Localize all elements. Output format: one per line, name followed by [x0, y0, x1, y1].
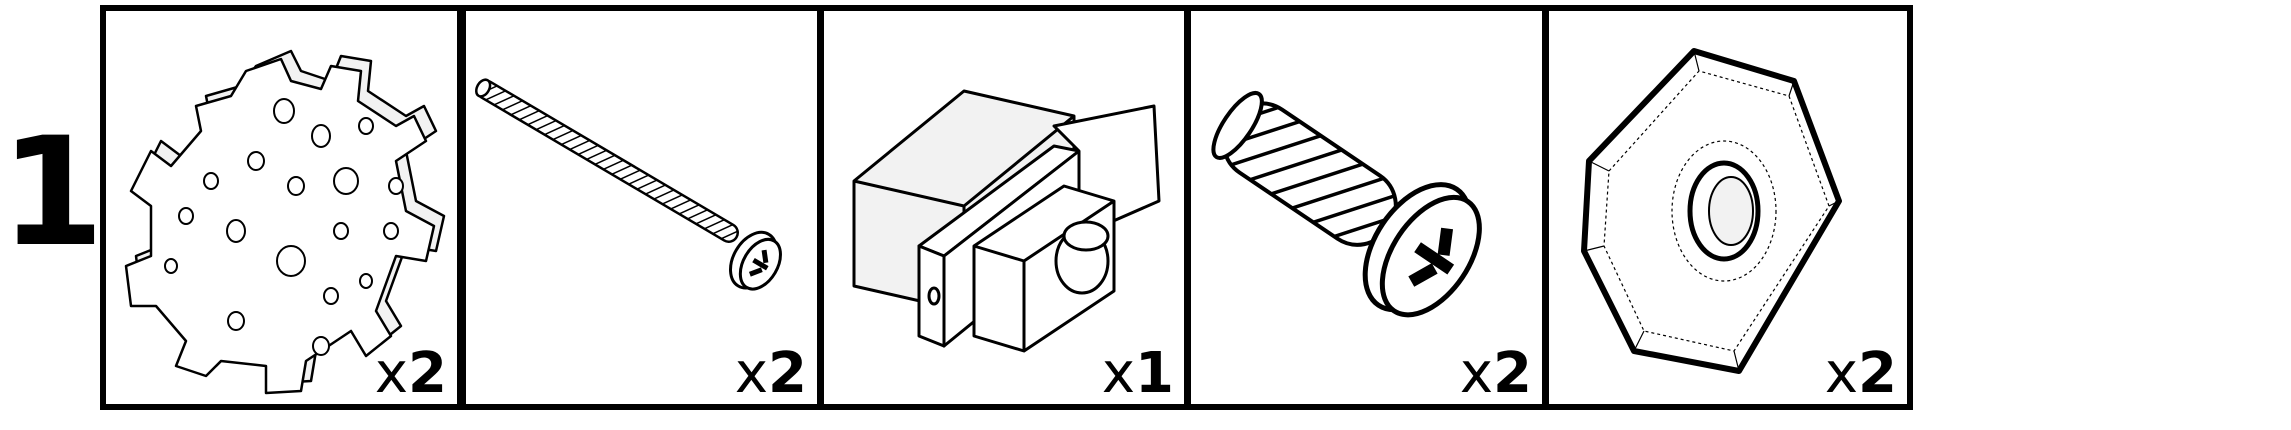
quantity-value: 1 [1135, 341, 1174, 406]
part-panel-servo-horn: x2 [100, 5, 463, 410]
quantity-value: 2 [1858, 341, 1897, 406]
quantity-prefix: x [734, 341, 769, 406]
hex-nut-illustration [1581, 48, 1842, 374]
part-panel-long-screw: x2 [460, 5, 823, 410]
servo-motor-illustration [852, 89, 1161, 353]
long-screw-illustration [475, 78, 782, 291]
quantity-prefix: x [1101, 341, 1136, 406]
part-panel-servo-motor: x1 [818, 5, 1190, 410]
quantity-value: 2 [768, 341, 807, 406]
quantity-prefix: x [1459, 341, 1494, 406]
quantity-prefix: x [1824, 341, 1859, 406]
servo-horn-disc-illustration [124, 49, 446, 395]
part-panel-hex-nut: x2 [1543, 5, 1913, 410]
quantity-value: 2 [408, 341, 447, 406]
quantity-prefix: x [374, 341, 409, 406]
quantity-label: x2 [375, 346, 447, 402]
quantity-label: x2 [735, 346, 807, 402]
short-screw-illustration [1211, 91, 1482, 318]
quantity-label: x1 [1102, 346, 1174, 402]
quantity-value: 2 [1493, 341, 1532, 406]
quantity-label: x2 [1825, 346, 1897, 402]
part-panel-short-screw: x2 [1185, 5, 1548, 410]
quantity-label: x2 [1460, 346, 1532, 402]
